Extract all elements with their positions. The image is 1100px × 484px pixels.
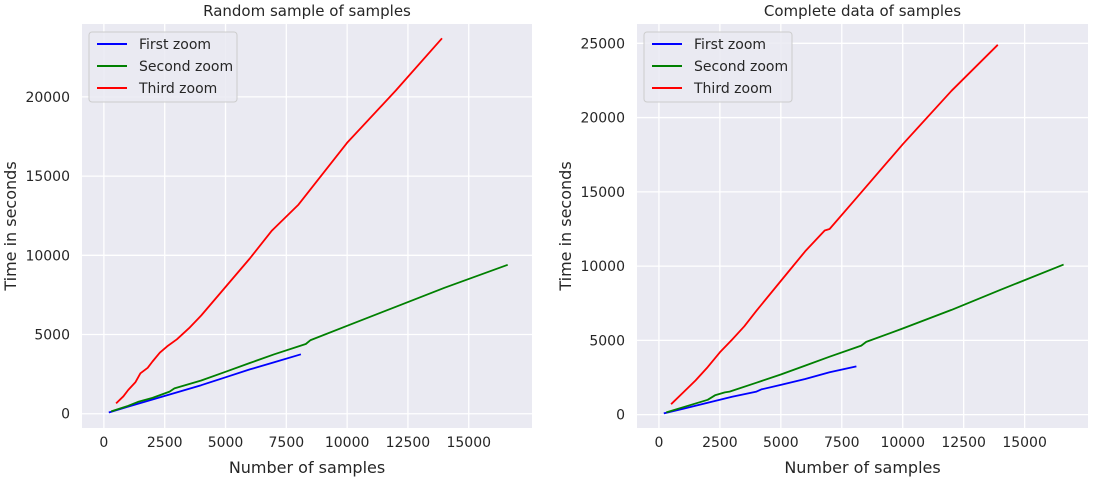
legend-entry: First zoom [694, 37, 766, 53]
series-line-second-zoom [666, 263, 1064, 414]
x-tick-label: 7500 [269, 435, 305, 451]
y-axis-label: Time in seconds [1, 161, 20, 291]
series-line-third-zoom [115, 37, 443, 405]
chart-title: Random sample of samples [203, 2, 411, 20]
y-tick-label: 0 [61, 407, 70, 423]
y-tick-label: 15000 [580, 185, 625, 201]
x-tick-label: 7500 [824, 435, 860, 451]
y-tick-label: 5000 [34, 328, 70, 344]
series-line-third-zoom [670, 44, 999, 405]
y-tick-label: 0 [616, 408, 625, 424]
x-tick-label: 0 [654, 435, 663, 451]
y-tick-label: 5000 [589, 333, 625, 349]
legend-box [643, 31, 793, 103]
x-tick-label: 0 [99, 435, 108, 451]
x-tick-label: 15000 [1002, 435, 1047, 451]
x-tick-label: 12500 [941, 435, 986, 451]
x-tick-label: 5000 [763, 435, 799, 451]
x-axis-label: Number of samples [784, 458, 940, 477]
x-tick-label: 2500 [702, 435, 738, 451]
series-line-first-zoom [663, 365, 857, 415]
x-tick-label: 5000 [208, 435, 244, 451]
x-tick-label: 12500 [386, 435, 431, 451]
legend: First zoom Second zoom Third zoom [88, 31, 238, 103]
legend-entry: Third zoom [138, 81, 217, 97]
y-tick-label: 20000 [580, 111, 625, 127]
x-tick-label: 15000 [446, 435, 491, 451]
x-tick-label: 10000 [325, 435, 370, 451]
x-tick-label: 2500 [147, 435, 183, 451]
legend: First zoom Second zoom Third zoom [643, 31, 793, 103]
legend-box [88, 31, 238, 103]
y-tick-label: 10000 [580, 259, 625, 275]
legend-entry: Third zoom [693, 81, 772, 97]
chart-panel-1: 0 2500 5000 7500 10000 12500 15000 0 5000 10000 15… [1, 2, 532, 477]
y-axis-label: Time in seconds [556, 161, 575, 291]
series-line-first-zoom [108, 353, 302, 414]
x-tick-label: 10000 [880, 435, 925, 451]
legend-entry: Second zoom [139, 59, 233, 75]
y-tick-label: 10000 [25, 248, 70, 264]
x-axis-label: Number of samples [229, 458, 385, 477]
y-tick-label: 20000 [25, 90, 70, 106]
legend-entry: Second zoom [694, 59, 788, 75]
y-tick-label: 15000 [25, 169, 70, 185]
legend-entry: First zoom [139, 37, 211, 53]
chart-title: Complete data of samples [764, 2, 961, 20]
chart-panel-2: 0 2500 5000 7500 10000 12500 15000 0 5000 10000 15… [556, 2, 1088, 477]
y-tick-label: 25000 [580, 36, 625, 52]
series-line-second-zoom [110, 263, 509, 413]
